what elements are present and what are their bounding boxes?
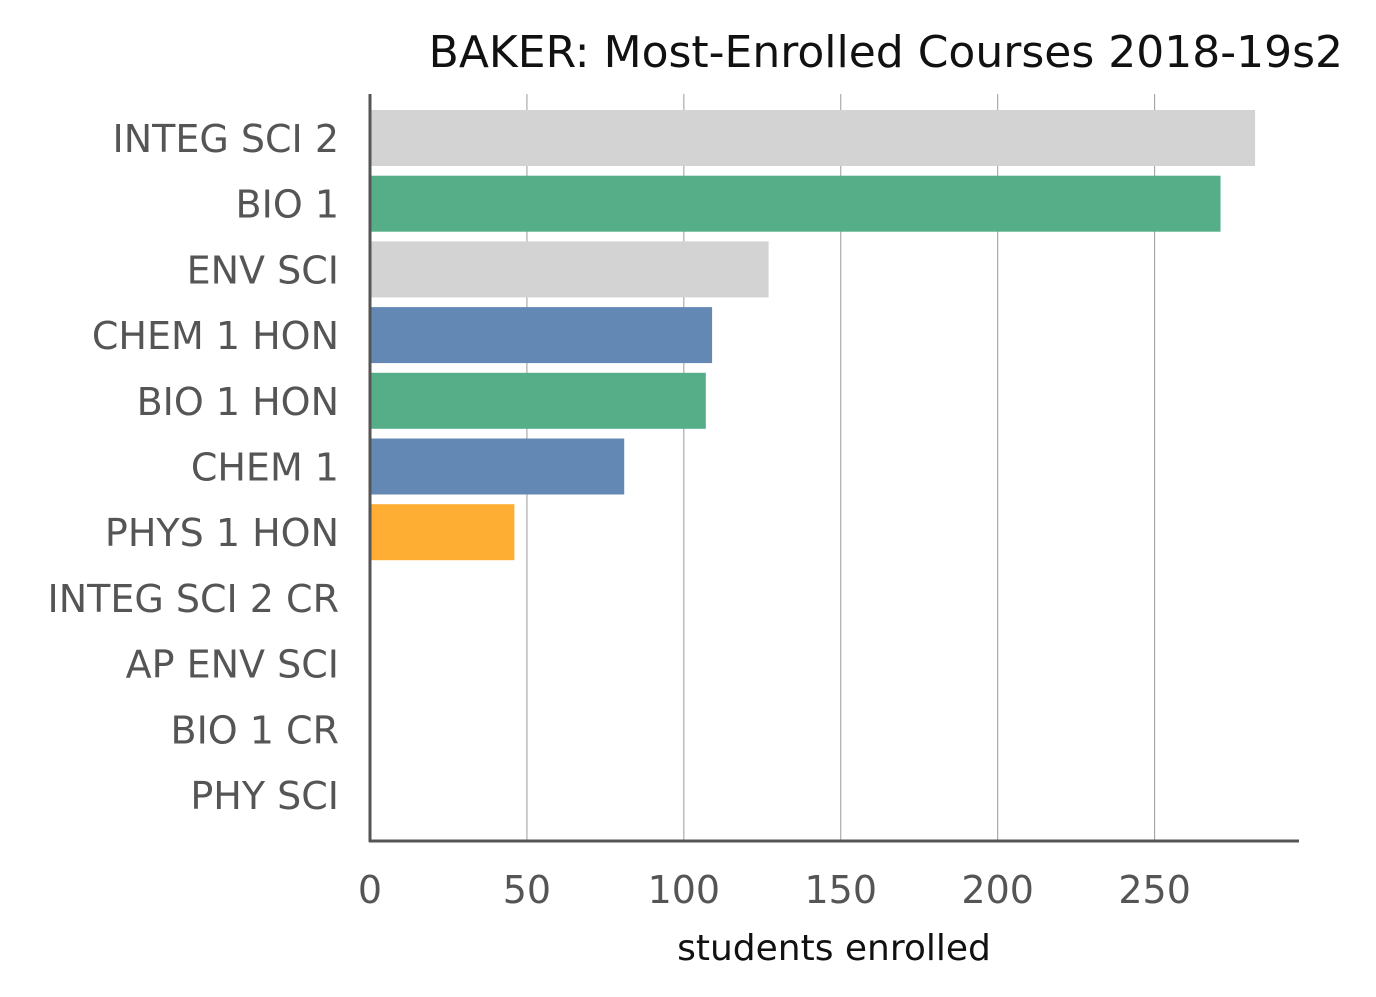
category-label: PHYS 1 HON [105,511,339,555]
category-label: BIO 1 [236,183,339,227]
x-tick-label: 150 [805,868,878,912]
bars [370,110,1256,561]
category-label: BIO 1 CR [171,708,339,752]
bar-phys-1-hon [370,504,515,561]
x-tick-label: 50 [503,868,551,912]
tick-labels: 0 50 100 150 200 250 [358,868,1191,912]
category-label: INTEG SCI 2 [113,117,340,161]
x-tick-label: 250 [1118,868,1191,912]
bar-integ-sci-2 [370,110,1256,166]
x-tick-label: 0 [358,868,382,912]
bar-env-sci [370,241,769,298]
axes [368,94,1299,843]
bar-chem-1 [370,438,625,495]
category-label: CHEM 1 HON [92,314,339,358]
bar-bio-1-hon [370,372,706,429]
x-tick-label: 200 [961,868,1034,912]
x-tick-label: 100 [648,868,721,912]
category-label: INTEG SCI 2 CR [47,577,339,621]
x-axis-label: students enrolled [677,928,991,969]
bar-chem-1-hon [370,307,713,364]
chart-title: BAKER: Most-Enrolled Courses 2018-19s2 [429,27,1343,78]
category-label: BIO 1 HON [137,380,339,424]
category-label: CHEM 1 [191,446,339,490]
category-labels: INTEG SCI 2 BIO 1 ENV SCI CHEM 1 HON BIO 1 H… [47,117,339,818]
category-label: AP ENV SCI [126,643,339,687]
category-label: ENV SCI [187,248,339,292]
bar-bio-1 [370,175,1221,232]
category-label: PHY SCI [190,774,339,818]
